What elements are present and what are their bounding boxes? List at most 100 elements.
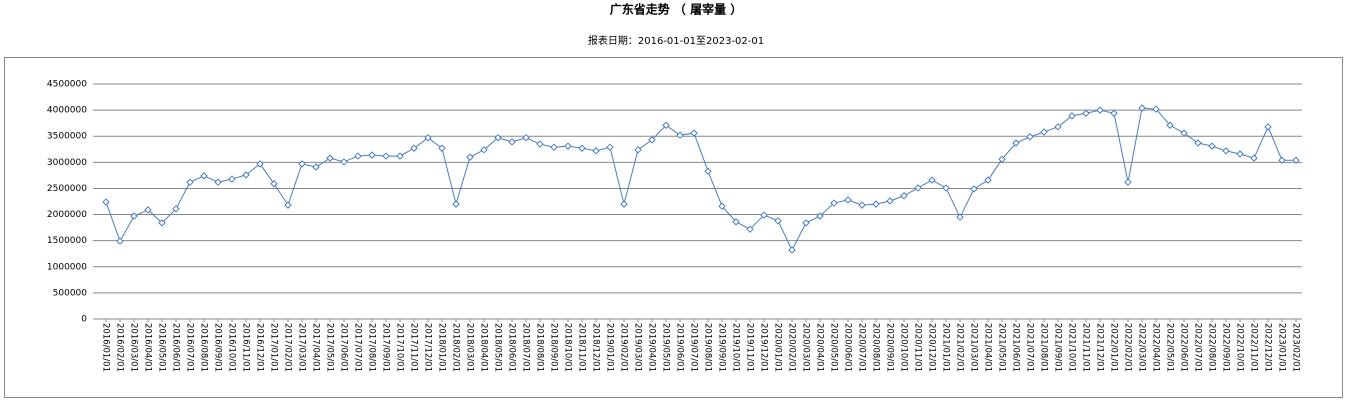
x-tick-label: 2020/06/01 xyxy=(843,323,853,372)
x-tick-label: 2017/08/01 xyxy=(367,323,377,372)
x-tick-label: 2017/01/01 xyxy=(269,323,279,372)
x-tick-label: 2021/11/01 xyxy=(1081,323,1091,372)
x-tick-label: 2018/07/01 xyxy=(521,323,531,372)
x-tick-label: 2019/09/01 xyxy=(717,323,727,372)
data-point xyxy=(522,134,530,142)
data-point xyxy=(158,219,166,227)
x-tick-label: 2016/03/01 xyxy=(129,323,139,372)
data-point xyxy=(186,178,194,186)
x-tick-label: 2021/02/01 xyxy=(955,323,965,372)
y-tick-label: 2000000 xyxy=(47,210,87,220)
x-tick-label: 2020/09/01 xyxy=(885,323,895,372)
x-tick-label: 2016/05/01 xyxy=(157,323,167,372)
x-tick-label: 2018/09/01 xyxy=(549,323,559,372)
data-point xyxy=(1180,129,1188,137)
data-point xyxy=(1264,123,1272,131)
x-tick-label: 2018/03/01 xyxy=(465,323,475,372)
x-tick-label: 2022/08/01 xyxy=(1207,323,1217,372)
data-point xyxy=(494,134,502,142)
x-tick-label: 2016/02/01 xyxy=(115,323,125,372)
x-tick-label: 2020/12/01 xyxy=(927,323,937,372)
x-tick-label: 2020/05/01 xyxy=(829,323,839,372)
data-point xyxy=(956,213,964,221)
data-point xyxy=(1236,150,1244,158)
x-tick-label: 2018/10/01 xyxy=(563,323,573,372)
data-point xyxy=(746,225,754,233)
data-point xyxy=(802,219,810,227)
x-tick-label: 2021/10/01 xyxy=(1067,323,1077,372)
data-point xyxy=(858,201,866,209)
data-point xyxy=(214,178,222,186)
data-point xyxy=(844,196,852,204)
data-line xyxy=(105,107,1296,252)
x-tick-label: 2021/06/01 xyxy=(1011,323,1021,372)
y-tick-label: 3500000 xyxy=(47,132,87,142)
x-tick-label: 2016/07/01 xyxy=(185,323,195,372)
data-point xyxy=(998,155,1006,163)
x-tick-label: 2019/08/01 xyxy=(703,323,713,372)
data-point xyxy=(1222,147,1230,155)
data-point xyxy=(1026,133,1034,141)
data-point xyxy=(1040,128,1048,136)
x-tick-label: 2022/01/01 xyxy=(1109,323,1119,372)
data-point xyxy=(256,160,264,168)
data-point xyxy=(298,160,306,168)
data-point xyxy=(606,143,614,151)
data-point xyxy=(1194,139,1202,147)
y-tick-label: 3000000 xyxy=(47,158,87,168)
x-tick-label: 2018/08/01 xyxy=(535,323,545,372)
data-point xyxy=(312,163,320,171)
x-tick-label: 2019/01/01 xyxy=(605,323,615,372)
x-tick-label: 2019/06/01 xyxy=(675,323,685,372)
x-tick-label: 2017/07/01 xyxy=(353,323,363,372)
data-point xyxy=(634,146,642,154)
x-tick-label: 2016/12/01 xyxy=(255,323,265,372)
y-tick-label: 500000 xyxy=(53,288,88,298)
data-point xyxy=(466,153,474,161)
data-point xyxy=(116,237,124,245)
x-tick-label: 2020/01/01 xyxy=(773,323,783,372)
x-tick-label: 2019/03/01 xyxy=(633,323,643,372)
data-point xyxy=(1138,104,1146,112)
data-point xyxy=(592,147,600,155)
data-point xyxy=(200,172,208,180)
y-tick-label: 4000000 xyxy=(47,106,87,116)
x-tick-label: 2017/11/01 xyxy=(409,323,419,372)
data-point xyxy=(718,202,726,210)
data-point xyxy=(102,198,110,206)
data-point xyxy=(1166,121,1174,129)
x-tick-label: 2018/06/01 xyxy=(507,323,517,372)
x-tick-label: 2019/07/01 xyxy=(689,323,699,372)
data-point xyxy=(354,152,362,160)
data-point xyxy=(1208,142,1216,150)
data-point xyxy=(382,152,390,160)
x-tick-label: 2018/11/01 xyxy=(577,323,587,372)
y-tick-label: 1500000 xyxy=(47,236,87,246)
x-tick-label: 2022/09/01 xyxy=(1221,323,1231,372)
x-tick-label: 2020/11/01 xyxy=(913,323,923,372)
x-tick-label: 2021/09/01 xyxy=(1053,323,1063,372)
x-tick-label: 2017/04/01 xyxy=(311,323,321,372)
x-tick-label: 2019/10/01 xyxy=(731,323,741,372)
x-tick-label: 2021/01/01 xyxy=(941,323,951,372)
x-tick-label: 2023/02/01 xyxy=(1291,323,1301,372)
x-tick-label: 2022/02/01 xyxy=(1123,323,1133,372)
y-tick-label: 1000000 xyxy=(47,262,87,272)
x-tick-label: 2022/11/01 xyxy=(1249,323,1259,372)
data-point xyxy=(536,140,544,148)
data-point xyxy=(1054,123,1062,131)
x-tick-label: 2019/11/01 xyxy=(745,323,755,372)
x-tick-label: 2021/03/01 xyxy=(969,323,979,372)
x-tick-label: 2016/09/01 xyxy=(213,323,223,372)
data-point xyxy=(676,131,684,139)
x-tick-label: 2017/10/01 xyxy=(395,323,405,372)
data-point xyxy=(648,136,656,144)
x-tick-label: 2017/02/01 xyxy=(283,323,293,372)
data-point xyxy=(900,192,908,200)
x-tick-label: 2022/10/01 xyxy=(1235,323,1245,372)
data-point xyxy=(270,180,278,188)
x-tick-label: 2016/11/01 xyxy=(241,323,251,372)
x-tick-label: 2018/04/01 xyxy=(479,323,489,372)
data-point xyxy=(760,211,768,219)
